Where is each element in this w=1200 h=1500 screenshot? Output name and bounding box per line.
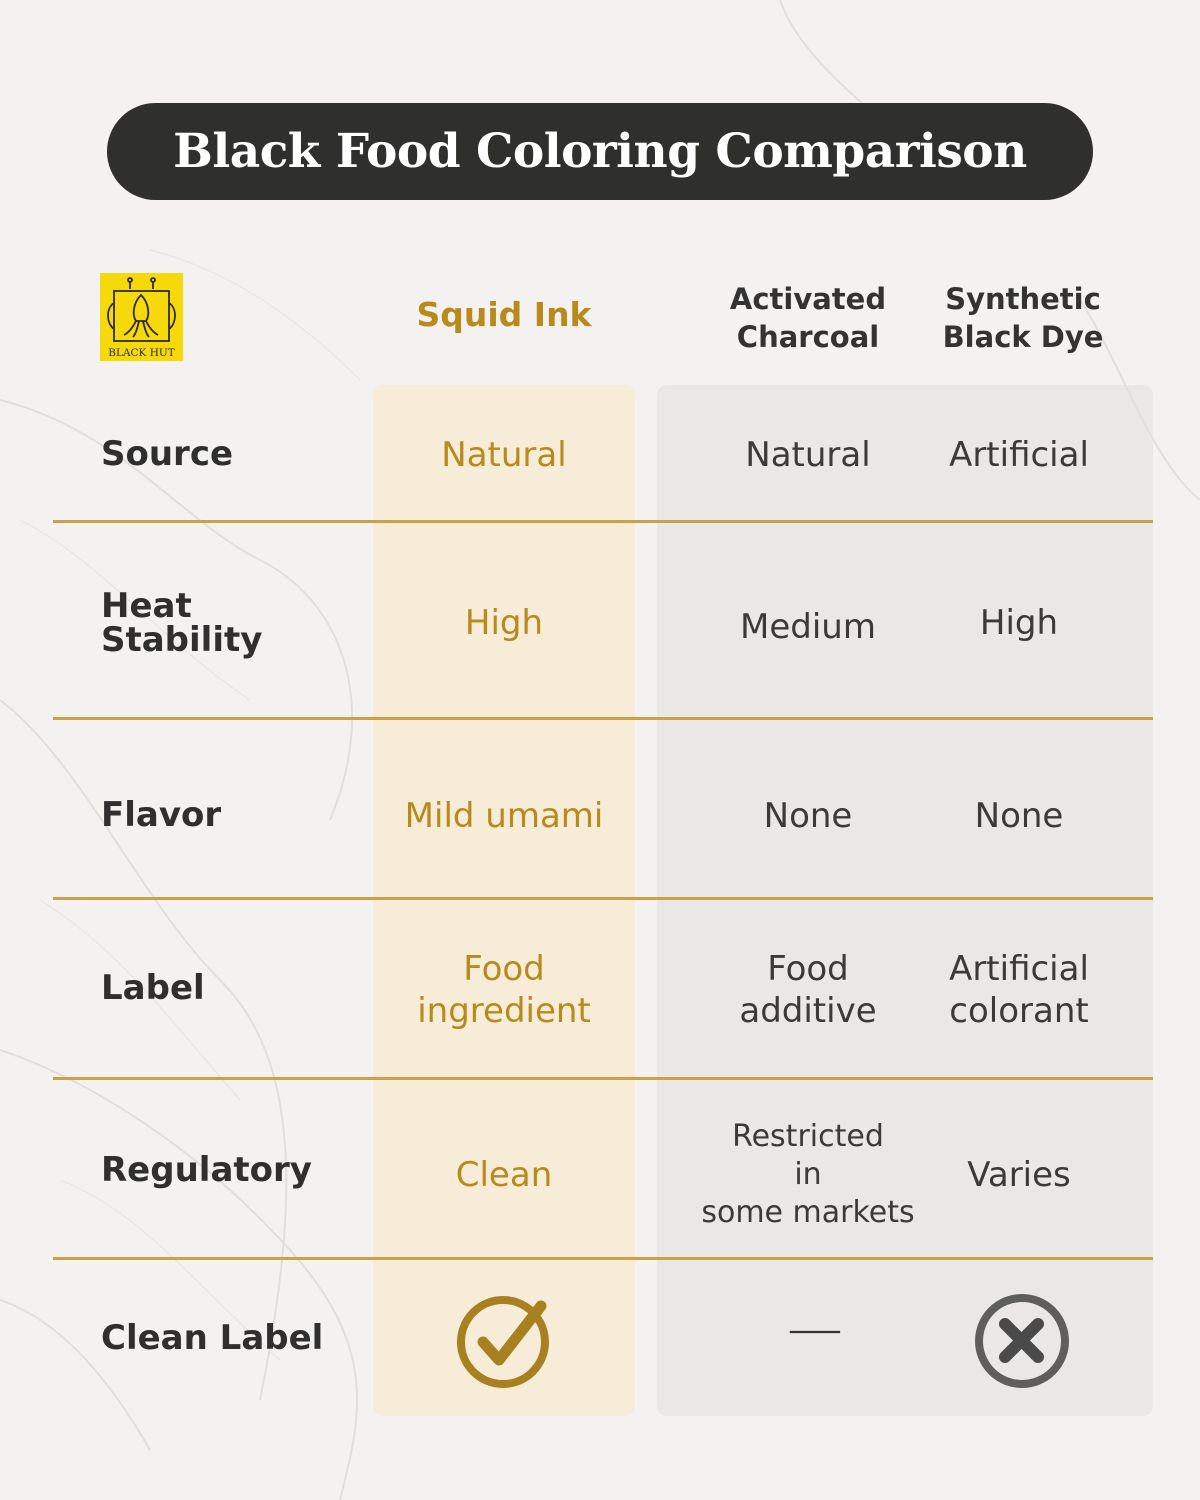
x-circle-icon (975, 1294, 1069, 1388)
row-divider (53, 1257, 1153, 1260)
dash-icon (789, 1330, 841, 1334)
column-header-synthetic-dye: Synthetic Black Dye (942, 282, 1104, 354)
check-circle-icon (457, 1296, 549, 1388)
cell-charcoal-source: Natural (745, 435, 871, 475)
cell-squid-heat: High (464, 603, 544, 643)
page-title: Black Food Coloring Comparison (173, 124, 1027, 179)
cell-charcoal-label: Food additive (739, 949, 877, 1031)
row-label-label: Label (101, 968, 205, 1008)
title-banner: Black Food Coloring Comparison (107, 103, 1093, 200)
row-divider (53, 520, 1153, 523)
column-header-squid-ink: Squid Ink (416, 295, 592, 334)
cell-charcoal-flavor: None (763, 796, 853, 836)
row-label-regulatory: Regulatory (101, 1150, 312, 1190)
squid-icon (107, 277, 176, 342)
row-divider (53, 1077, 1153, 1080)
cell-synthetic-label: Artificial colorant (949, 949, 1089, 1031)
cell-synthetic-source: Artificial (949, 435, 1089, 475)
cell-squid-label: Food ingredient (417, 949, 591, 1031)
logo-text: BLACK HUT (108, 347, 175, 359)
cell-charcoal-regulatory: Restricted in some markets (701, 1119, 915, 1230)
cell-charcoal-heat: Medium (740, 607, 876, 647)
cell-synthetic-heat: High (979, 603, 1059, 643)
cell-squid-flavor: Mild umami (404, 796, 604, 836)
row-label-heat-stability: Heat Stability (101, 586, 263, 660)
cell-squid-regulatory: Clean (455, 1155, 553, 1195)
column-header-activated-charcoal: Activated Charcoal (729, 282, 887, 354)
row-label-clean-label: Clean Label (101, 1318, 324, 1358)
row-divider (53, 717, 1153, 720)
row-label-flavor: Flavor (101, 795, 222, 835)
cell-synthetic-flavor: None (974, 796, 1064, 836)
cell-squid-source: Natural (441, 435, 567, 475)
row-label-source: Source (101, 434, 234, 474)
cell-synthetic-regulatory: Varies (967, 1155, 1071, 1195)
row-divider (53, 897, 1153, 900)
squid-ink-column-highlight (373, 385, 635, 1416)
brand-logo: BLACK HUT (100, 273, 183, 361)
alternatives-column-panel (657, 385, 1153, 1416)
